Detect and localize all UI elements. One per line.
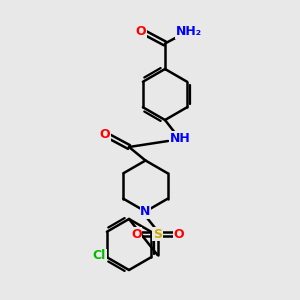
Text: NH₂: NH₂ — [176, 25, 202, 38]
Text: NH: NH — [169, 131, 190, 145]
Text: O: O — [136, 25, 146, 38]
Text: S: S — [153, 227, 162, 241]
Text: O: O — [100, 128, 110, 142]
Text: N: N — [140, 205, 151, 218]
Text: O: O — [131, 227, 142, 241]
Text: Cl: Cl — [93, 249, 106, 262]
Text: O: O — [173, 227, 184, 241]
